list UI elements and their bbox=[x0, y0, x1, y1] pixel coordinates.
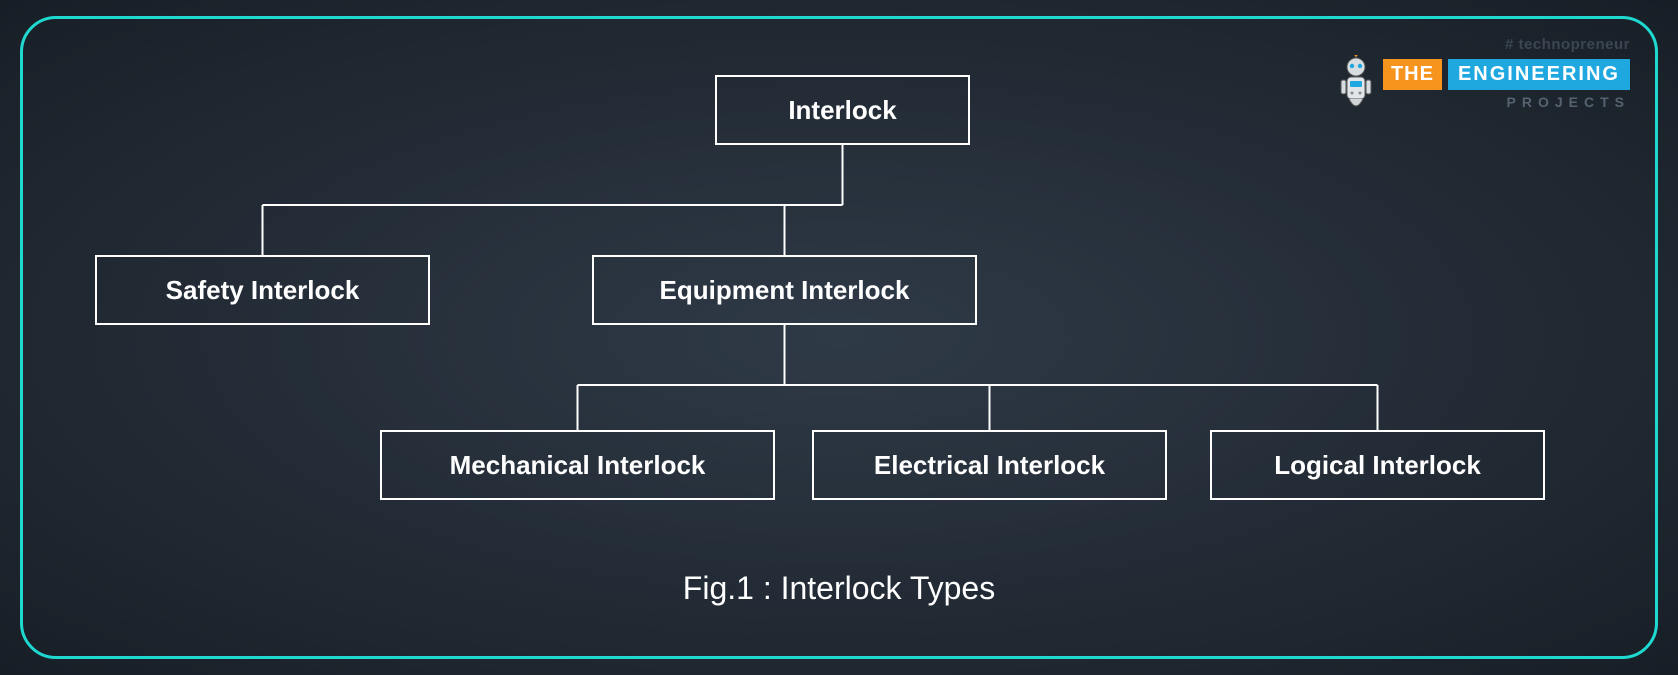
brand-projects: PROJECTS bbox=[1383, 94, 1630, 110]
figure-caption: Fig.1 : Interlock Types bbox=[0, 570, 1678, 607]
node-root: Interlock bbox=[715, 75, 970, 145]
node-elec: Electrical Interlock bbox=[812, 430, 1167, 500]
brand-engineering: ENGINEERING bbox=[1448, 59, 1630, 90]
node-mech: Mechanical Interlock bbox=[380, 430, 775, 500]
node-equipment: Equipment Interlock bbox=[592, 255, 977, 325]
robot-icon bbox=[1335, 55, 1377, 113]
node-safety: Safety Interlock bbox=[95, 255, 430, 325]
brand-tagline: # technopreneur bbox=[1330, 36, 1630, 53]
brand-the: THE bbox=[1383, 59, 1442, 90]
node-logic: Logical Interlock bbox=[1210, 430, 1545, 500]
brand-logo: # technopreneur THE ENGINEERING PROJECTS bbox=[1330, 36, 1630, 113]
